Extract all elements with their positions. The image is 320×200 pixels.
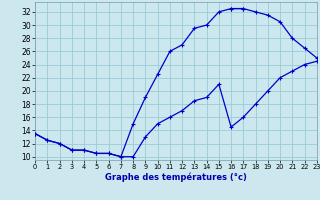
X-axis label: Graphe des températures (°c): Graphe des températures (°c) <box>105 173 247 182</box>
